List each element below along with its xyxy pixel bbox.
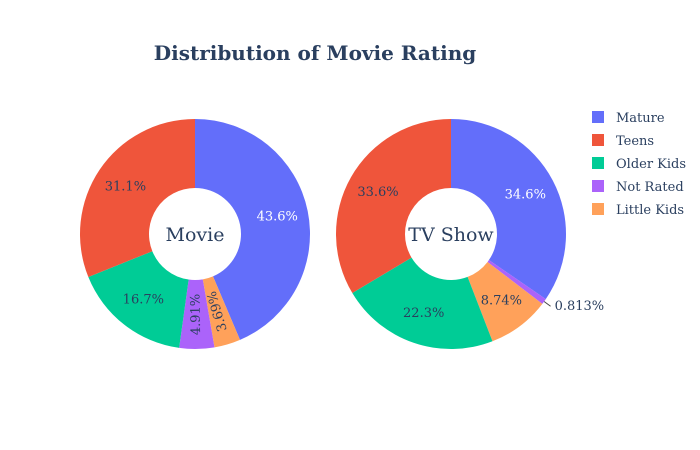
center-label-movie: Movie — [166, 224, 225, 246]
legend-label-mature: Mature — [616, 111, 665, 126]
legend-item-little-kids[interactable]: Little Kids — [592, 203, 684, 218]
legend-label-older-kids: Older Kids — [616, 157, 686, 172]
slice-label-tv-show-not-rated: 0.813% — [555, 299, 605, 314]
legend-item-older-kids[interactable]: Older Kids — [592, 157, 686, 172]
slice-movie-not-rated[interactable] — [179, 279, 215, 349]
pie-movie: 43.6%3.69%4.91%16.7%31.1%Movie — [80, 119, 310, 349]
legend-item-not-rated[interactable]: Not Rated — [592, 180, 684, 195]
slice-movie-older-kids[interactable] — [88, 251, 189, 348]
legend-swatch-older-kids — [592, 157, 604, 169]
slice-label-tv-show-mature: 34.6% — [505, 187, 546, 202]
legend-item-teens[interactable]: Teens — [592, 134, 654, 149]
legend-item-mature[interactable]: Mature — [592, 111, 665, 126]
legend-label-little-kids: Little Kids — [616, 203, 684, 218]
slice-tv-show-teens[interactable] — [335, 119, 451, 294]
slice-tv-show-not-rated[interactable] — [487, 260, 546, 304]
slice-label-movie-mature: 43.6% — [257, 210, 298, 225]
legend-swatch-mature — [592, 111, 604, 123]
leader-line-tv-show-not-rated — [543, 301, 551, 307]
slice-tv-show-little-kids[interactable] — [467, 261, 543, 342]
slice-tv-show-mature[interactable] — [451, 119, 566, 300]
legend-label-teens: Teens — [616, 134, 654, 149]
slice-label-movie-older-kids: 16.7% — [123, 293, 164, 308]
slice-label-movie-not-rated: 4.91% — [188, 294, 204, 336]
legend-swatch-little-kids — [592, 203, 604, 215]
pie-tv-show: 34.6% 0.813% 8.74% 22.3% 33.6% TV Show — [335, 119, 605, 350]
slice-label-tv-show-teens: 33.6% — [357, 185, 398, 200]
slice-label-tv-show-older-kids: 22.3% — [403, 306, 444, 321]
chart-title: Distribution of Movie Rating — [154, 41, 476, 65]
slice-tv-show-older-kids[interactable] — [352, 257, 493, 350]
slice-label-tv-show-little-kids: 8.74% — [481, 294, 522, 309]
legend: Mature Teens Older Kids Not Rated Little Kid… — [592, 111, 686, 218]
legend-label-not-rated: Not Rated — [616, 180, 684, 195]
legend-swatch-teens — [592, 134, 604, 146]
center-label-tv-show: TV Show — [408, 224, 494, 246]
slice-movie-mature[interactable] — [195, 119, 310, 340]
slice-label-movie-teens: 31.1% — [105, 180, 146, 195]
slice-movie-little-kids[interactable] — [202, 276, 241, 348]
slice-movie-teens[interactable] — [80, 119, 195, 278]
legend-swatch-not-rated — [592, 180, 604, 192]
pies-group: 43.6%3.69%4.91%16.7%31.1%Movie34.6%0.813… — [80, 119, 605, 350]
